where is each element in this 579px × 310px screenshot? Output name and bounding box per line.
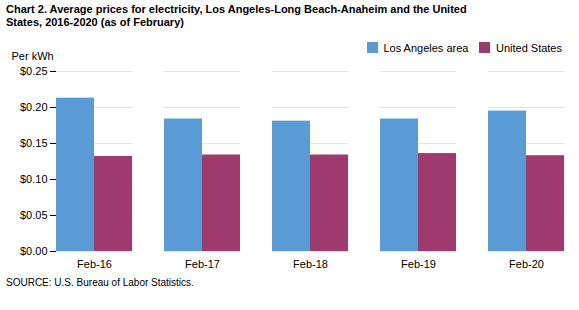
svg-text:Feb-20: Feb-20 — [509, 258, 544, 270]
svg-text:$0.05: $0.05 — [20, 209, 48, 221]
svg-text:$0.15: $0.15 — [20, 137, 48, 149]
html-text:Los Angeles area: Los Angeles area — [383, 41, 469, 54]
html-text:States, 2016-2020 (as of Febru: States, 2016-2020 (as of February) — [6, 16, 184, 28]
svg-text:$0.00: $0.00 — [20, 245, 48, 257]
svg-text:$0.25: $0.25 — [20, 65, 48, 77]
svg-text:Feb-17: Feb-17 — [185, 258, 220, 270]
svg-text:$0.20: $0.20 — [20, 101, 48, 113]
svg-text:Feb-16: Feb-16 — [77, 258, 112, 270]
svg-text:Feb-19: Feb-19 — [401, 258, 436, 270]
html-text:Chart 2. Average prices for el: Chart 2. Average prices for electricity,… — [6, 3, 467, 15]
svg-text:Per kWh: Per kWh — [12, 50, 54, 62]
html-text:United States: United States — [496, 41, 562, 54]
svg-text:$0.10: $0.10 — [20, 173, 48, 185]
svg-text:Feb-18: Feb-18 — [293, 258, 328, 270]
html-text:SOURCE: U.S. Bureau of Labor S: SOURCE: U.S. Bureau of Labor Statistics. — [6, 277, 194, 288]
